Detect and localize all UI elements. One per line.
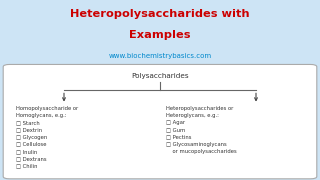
Text: Heteropolysaccharides with: Heteropolysaccharides with xyxy=(70,9,250,19)
Text: Heteropolysaccharides or
Heteroglycans, e.g.:
□ Agar
□ Gum
□ Pectins
□ Glycosami: Heteropolysaccharides or Heteroglycans, … xyxy=(166,106,237,154)
FancyBboxPatch shape xyxy=(3,64,317,179)
Text: Examples: Examples xyxy=(129,30,191,40)
Text: Homopolysaccharide or
Homoglycans, e.g.:
□ Starch
□ Dextrin
□ Glycogen
□ Cellulo: Homopolysaccharide or Homoglycans, e.g.:… xyxy=(16,106,78,168)
Text: www.biochemistrybasics.com: www.biochemistrybasics.com xyxy=(108,53,212,59)
Text: Polysaccharides: Polysaccharides xyxy=(131,73,189,79)
